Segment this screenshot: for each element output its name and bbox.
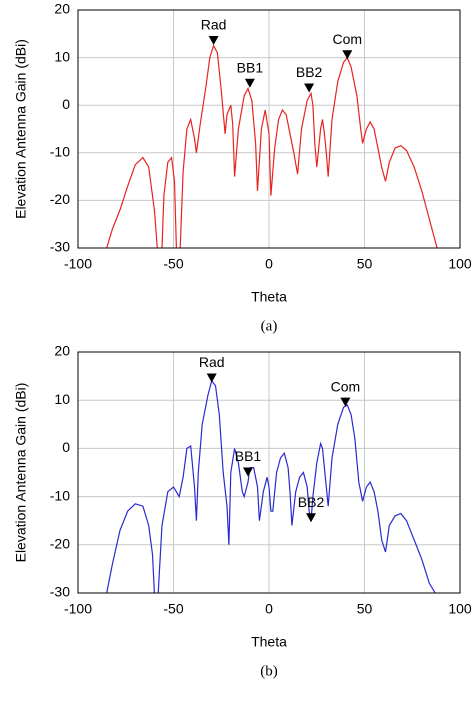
- y-tick-label: -30: [50, 584, 70, 600]
- x-tick-label: 0: [265, 256, 273, 272]
- y-axis-label: Elevation Antenna Gain (dBi): [13, 383, 29, 563]
- y-tick-label: -30: [50, 239, 70, 255]
- caption: (b): [260, 663, 278, 679]
- y-tick-label: 20: [54, 343, 70, 359]
- x-tick-label: 0: [265, 601, 273, 617]
- marker-label: BB1: [237, 59, 264, 75]
- y-tick-label: 0: [62, 96, 70, 112]
- marker: [304, 83, 315, 93]
- y-tick-label: -20: [50, 536, 70, 552]
- x-tick-label: 100: [448, 256, 472, 272]
- y-tick-label: -10: [50, 144, 70, 160]
- x-axis-label: Theta: [251, 289, 287, 305]
- marker: [244, 78, 255, 88]
- x-tick-label: -50: [163, 256, 183, 272]
- x-tick-label: -100: [64, 256, 92, 272]
- marker-label: Rad: [201, 17, 227, 33]
- y-axis-label: Elevation Antenna Gain (dBi): [13, 39, 29, 219]
- caption: (a): [261, 318, 278, 334]
- data-line: [106, 44, 438, 248]
- y-tick-label: -10: [50, 487, 70, 503]
- x-tick-label: 50: [357, 256, 373, 272]
- x-tick-label: 100: [448, 601, 472, 617]
- marker: [306, 513, 317, 523]
- marker: [206, 373, 217, 383]
- plot-frame: [77, 351, 461, 594]
- marker-label: BB2: [296, 64, 323, 80]
- y-tick-label: -20: [50, 191, 70, 207]
- data-line: [106, 379, 436, 593]
- x-tick-label: 50: [357, 601, 373, 617]
- y-tick-label: 0: [62, 439, 70, 455]
- marker: [340, 397, 351, 407]
- marker: [342, 50, 353, 60]
- marker-label: BB1: [235, 448, 262, 464]
- x-axis-label: Theta: [251, 634, 287, 650]
- x-tick-label: -100: [64, 601, 92, 617]
- marker-label: Com: [333, 31, 363, 47]
- y-tick-label: 10: [54, 48, 70, 64]
- marker: [242, 467, 253, 477]
- y-tick-label: 10: [54, 391, 70, 407]
- marker-label: Com: [331, 378, 361, 394]
- y-tick-label: 20: [54, 1, 70, 17]
- plot-frame: [77, 9, 461, 249]
- marker-label: BB2: [298, 494, 325, 510]
- x-tick-label: -50: [163, 601, 183, 617]
- marker-label: Rad: [199, 354, 225, 370]
- marker: [208, 35, 219, 45]
